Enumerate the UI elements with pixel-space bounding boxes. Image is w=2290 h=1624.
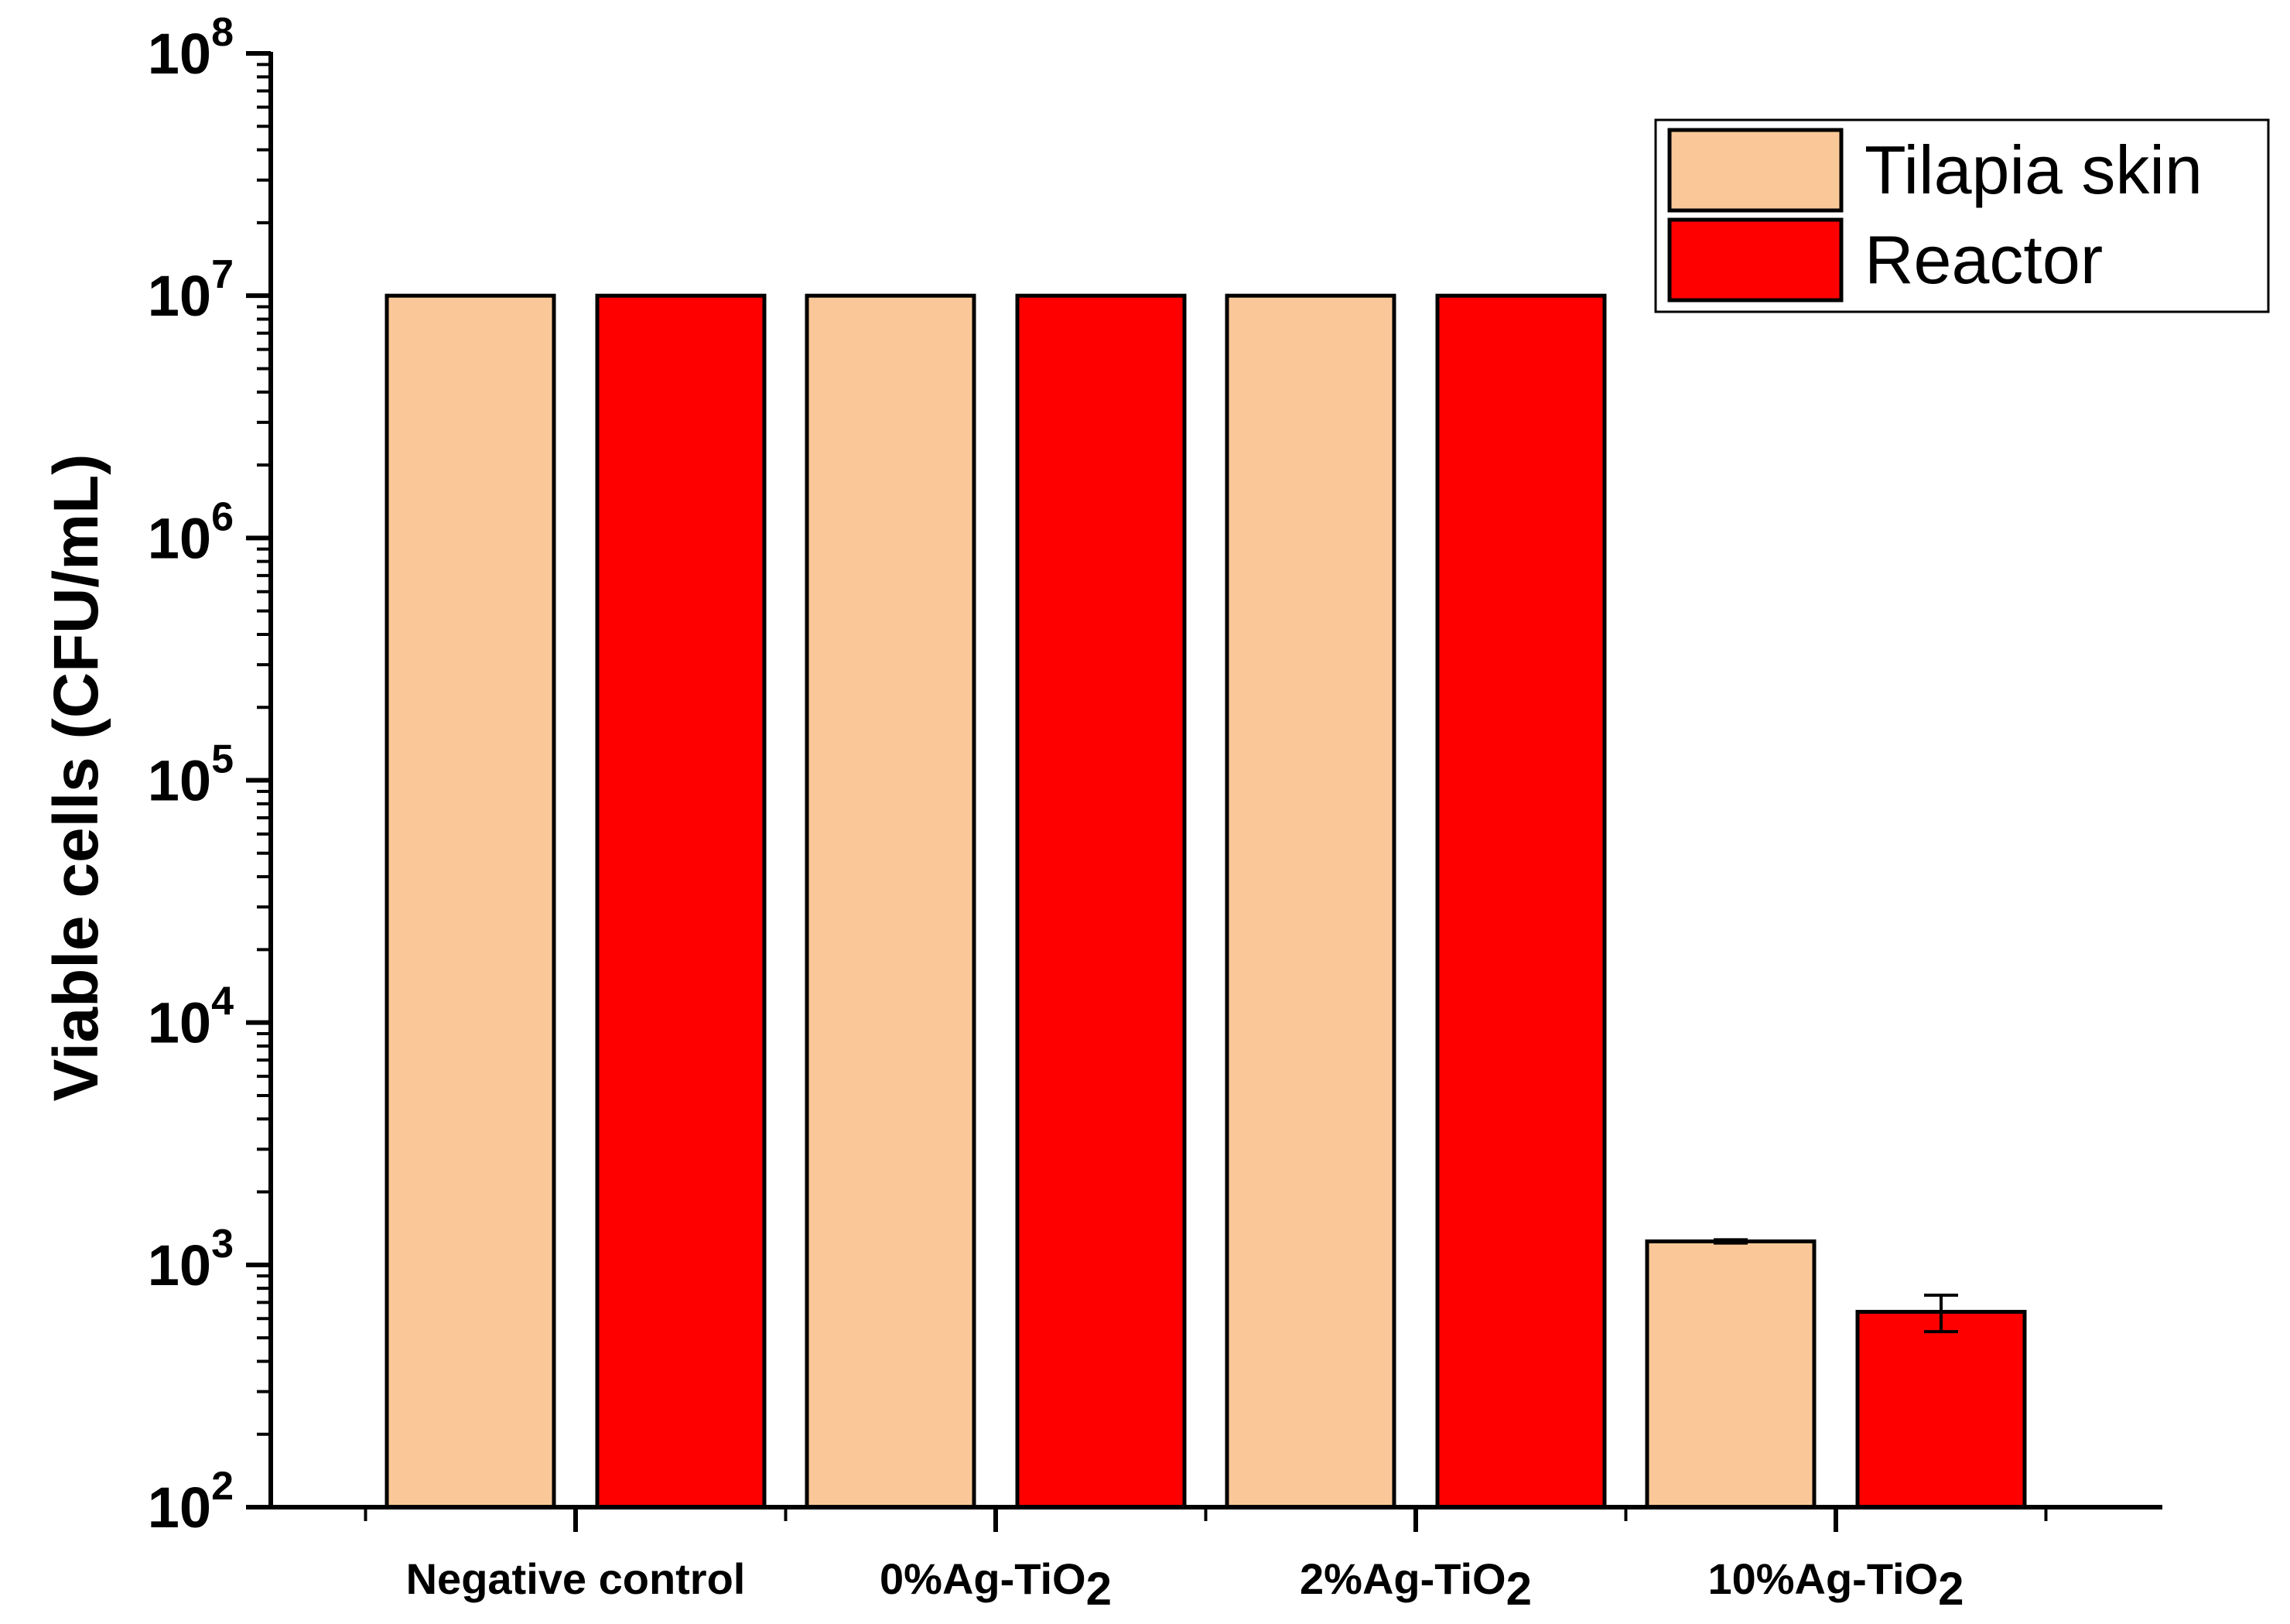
- legend-label-reactor: Reactor: [1864, 221, 2103, 298]
- legend-label-tilapia-skin: Tilapia skin: [1864, 132, 2203, 208]
- x-tick-label: 10%Ag-TiO2: [1707, 1554, 1964, 1615]
- legend-swatch-reactor: [1667, 217, 1844, 303]
- y-tick-labels: 102 103 104 105 106 107 108: [148, 10, 234, 1540]
- bar-tilapia-skin-3: [1645, 1239, 1817, 1509]
- x-tick-labels: Negative control 0%Ag-TiO2 2%Ag-TiO2 10%Ag-…: [406, 1554, 1964, 1615]
- bar-reactor-2: [1435, 293, 1607, 1509]
- bar-tilapia-skin-1: [805, 293, 976, 1509]
- bar-reactor-0: [595, 293, 767, 1509]
- bar-reactor-3: [1855, 1310, 2027, 1509]
- y-tick-label: 103: [148, 1222, 234, 1297]
- bars-layer: [385, 293, 2027, 1509]
- y-tick-label: 104: [148, 980, 234, 1055]
- legend: Tilapia skin Reactor: [1654, 118, 2270, 313]
- x-tick-label: Negative control: [406, 1554, 746, 1603]
- y-tick-label: 105: [148, 737, 234, 813]
- x-tick-label: 0%Ag-TiO2: [880, 1554, 1112, 1615]
- y-tick-label: 107: [148, 252, 234, 328]
- y-tick-label: 102: [148, 1464, 234, 1540]
- y-tick-label: 108: [148, 10, 234, 86]
- y-tick-label: 106: [148, 494, 234, 570]
- bar-reactor-1: [1015, 293, 1187, 1509]
- legend-swatch-tilapia-skin: [1667, 128, 1844, 213]
- error-bars-layer: [1714, 1238, 1958, 1334]
- axes-layer: [246, 51, 2162, 1532]
- bar-tilapia-skin-0: [385, 293, 556, 1509]
- y-axis-label: Viable cells (CFU/mL): [41, 454, 111, 1102]
- x-tick-label: 2%Ag-TiO2: [1300, 1554, 1532, 1615]
- bar-tilapia-skin-2: [1225, 293, 1396, 1509]
